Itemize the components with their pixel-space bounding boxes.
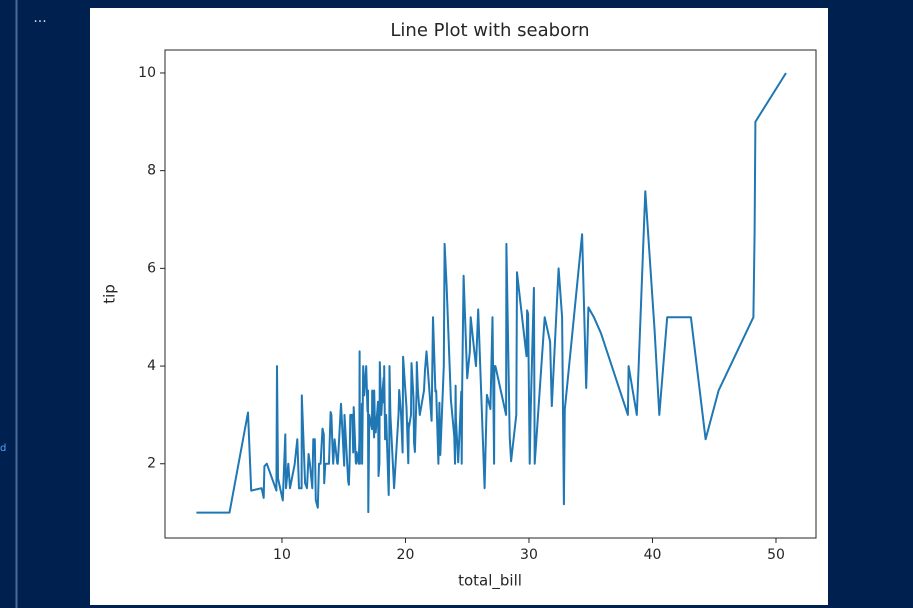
x-tick-label: 40 (644, 547, 662, 563)
x-axis-label: total_bill (458, 572, 522, 591)
figure (90, 8, 828, 605)
y-tick-label: 10 (138, 65, 156, 81)
y-tick-label: 4 (147, 358, 156, 374)
cell-menu[interactable]: ... (33, 10, 46, 26)
x-tick-label: 50 (767, 547, 785, 563)
side-label: d (0, 443, 6, 454)
y-axis-label: tip (101, 284, 119, 304)
x-tick-label: 20 (397, 547, 415, 563)
y-tick-label: 8 (147, 163, 156, 179)
data-line (196, 72, 787, 514)
y-tick-label: 6 (147, 260, 156, 276)
y-tick-label: 2 (147, 456, 156, 472)
x-tick-label: 10 (273, 547, 291, 563)
x-tick-label: 30 (520, 547, 538, 563)
chart-title: Line Plot with seaborn (390, 20, 589, 41)
axes-frame (164, 49, 817, 539)
